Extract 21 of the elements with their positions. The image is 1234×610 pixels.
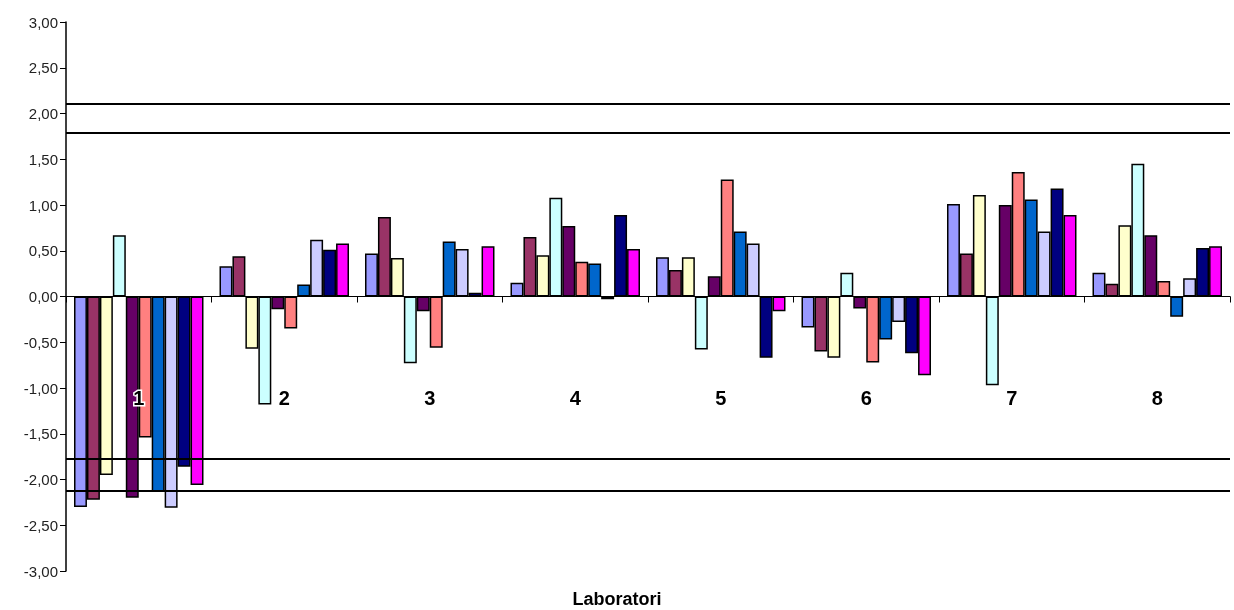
- x-axis-title: Laboratori: [572, 589, 662, 609]
- y-tick-label: 1,00: [28, 196, 58, 214]
- x-tick-label: 8: [1151, 387, 1163, 409]
- y-tick-label: -2,50: [23, 516, 58, 534]
- y-tick-label: -2,00: [23, 471, 58, 488]
- x-tick-label: 3: [424, 387, 436, 409]
- x-tick-label: 7: [1006, 387, 1018, 409]
- y-tick-label: -3,00: [23, 562, 58, 580]
- y-tick-label: 0,50: [28, 242, 58, 260]
- y-tick-label: 2,50: [28, 59, 58, 77]
- x-tick-label: 2: [278, 387, 290, 409]
- y-tick-label: -0,50: [23, 333, 58, 351]
- x-tick-label: 4: [569, 387, 582, 409]
- y-tick-label: 2,00: [28, 105, 58, 122]
- y-tick-label: 1,50: [28, 150, 58, 168]
- y-tick-label: -1,50: [23, 425, 58, 443]
- x-tick-label: 6: [860, 387, 872, 409]
- y-tick-label: 3,00: [28, 13, 58, 31]
- y-tick-label: -1,00: [23, 379, 58, 397]
- y-tick-label: 0,00: [28, 288, 58, 305]
- x-tick-label: 5: [715, 387, 727, 409]
